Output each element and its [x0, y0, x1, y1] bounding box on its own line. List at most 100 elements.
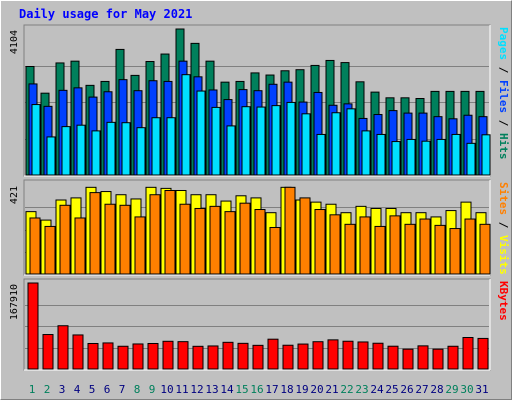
day-label-16: 16	[250, 383, 263, 396]
day-label-8: 8	[134, 383, 141, 396]
day-label-27: 27	[415, 383, 428, 396]
kbytes-ymax-label: 167910	[9, 284, 20, 320]
sites-bar-day-2	[44, 225, 56, 275]
day-label-21: 21	[325, 383, 338, 396]
kbytes-bar-day-9	[147, 342, 159, 370]
pages-bar-day-23	[361, 130, 371, 176]
legend-entry: Visits	[497, 235, 510, 275]
day-label-28: 28	[430, 383, 443, 396]
kbytes-bar-day-10	[162, 340, 174, 370]
kbytes-bar-day-5	[87, 342, 99, 370]
pages-bar-day-30	[466, 142, 476, 176]
pages-bar-day-15	[241, 106, 251, 176]
legend-entry: Pages	[497, 27, 510, 60]
day-label-1: 1	[29, 383, 36, 396]
kbytes-bar-day-8	[132, 343, 144, 370]
day-label-9: 9	[149, 383, 156, 396]
kbytes-bar-day-25	[387, 345, 399, 370]
day-label-13: 13	[205, 383, 218, 396]
sites-bar-day-28	[434, 224, 446, 275]
sites-bar-day-14	[224, 211, 236, 275]
pages-bar-day-9	[151, 117, 161, 176]
sites-bar-day-11	[179, 203, 191, 275]
kbytes-bar-day-16	[252, 344, 264, 370]
day-label-11: 11	[175, 383, 188, 396]
kbytes-bar-day-22	[342, 340, 354, 370]
legend-entry: /	[497, 113, 510, 133]
kbytes-bar-day-28	[432, 348, 444, 370]
kbytes-bar-day-21	[327, 339, 339, 370]
day-label-6: 6	[104, 383, 111, 396]
kbytes-bar-day-18	[282, 344, 294, 370]
day-label-31: 31	[475, 383, 488, 396]
kbytes-bar-day-23	[357, 341, 369, 370]
pages-bar-day-31	[481, 134, 491, 176]
chart-title: Daily usage for May 2021	[19, 7, 193, 21]
legend-entry: KBytes	[497, 281, 510, 321]
kbytes-bar-day-12	[192, 345, 204, 370]
pages-bar-day-8	[136, 127, 146, 176]
pages-bar-day-20	[316, 133, 326, 176]
sites-bar-day-25	[389, 215, 401, 275]
kbytes-bar-day-31	[477, 337, 489, 370]
sites-bar-day-21	[329, 214, 341, 275]
pages-bar-day-13	[211, 106, 221, 176]
pages-bar-day-22	[346, 108, 356, 176]
hits-files-pages-ymax-label: 4104	[9, 30, 20, 54]
sites-bar-day-17	[269, 226, 281, 275]
kbytes-bar-day-14	[222, 341, 234, 370]
day-label-18: 18	[280, 383, 293, 396]
kbytes-bar-day-26	[402, 348, 414, 370]
pages-bar-day-5	[91, 130, 101, 176]
kbytes-bar-day-20	[312, 341, 324, 370]
day-label-30: 30	[460, 383, 473, 396]
legend-entry: Sites	[497, 182, 510, 215]
day-label-29: 29	[445, 383, 458, 396]
day-label-25: 25	[385, 383, 398, 396]
sites-bar-day-13	[209, 205, 221, 275]
kbytes-bar-day-19	[297, 343, 309, 370]
pages-bar-day-6	[106, 121, 116, 176]
kbytes-bar-day-29	[447, 345, 459, 370]
pages-bar-day-1	[31, 104, 41, 176]
pages-bar-day-24	[376, 133, 386, 176]
day-label-4: 4	[74, 383, 81, 396]
kbytes-bar-day-17	[267, 338, 279, 370]
pages-bar-day-26	[406, 138, 416, 176]
sites-bar-day-4	[74, 217, 86, 275]
pages-bar-day-10	[166, 117, 176, 176]
pages-bar-day-29	[451, 133, 461, 176]
kbytes-bar-day-1	[27, 282, 39, 370]
pages-bar-day-25	[391, 141, 401, 176]
legend-entry: /	[497, 60, 510, 80]
hits-files-pages-legend: Pages / Files / Hits	[497, 27, 510, 160]
sites-bar-day-16	[254, 209, 266, 275]
day-label-14: 14	[220, 383, 234, 396]
sites-bar-day-30	[464, 218, 476, 275]
kbytes-bar-day-24	[372, 342, 384, 370]
sites-bar-day-8	[134, 216, 146, 275]
day-label-5: 5	[89, 383, 96, 396]
pages-bar-day-12	[196, 90, 206, 176]
kbytes-bar-day-2	[42, 334, 54, 370]
day-label-10: 10	[160, 383, 173, 396]
kbytes-bar-day-4	[72, 334, 84, 370]
sites-bar-day-10	[164, 189, 176, 275]
pages-bar-day-4	[76, 124, 86, 176]
sites-bar-day-6	[104, 203, 116, 275]
sites-bar-day-20	[314, 209, 326, 275]
sites-bar-day-7	[119, 204, 131, 275]
day-label-24: 24	[370, 383, 384, 396]
day-label-15: 15	[235, 383, 248, 396]
pages-bar-day-18	[286, 101, 296, 176]
kbytes-bar-day-6	[102, 342, 114, 370]
sites-bar-day-24	[374, 225, 386, 275]
pages-bar-day-19	[301, 113, 311, 176]
pages-bar-day-11	[181, 74, 191, 176]
sites-bar-day-26	[404, 223, 416, 275]
day-label-17: 17	[265, 383, 278, 396]
pages-bar-day-2	[46, 136, 56, 176]
day-label-22: 22	[340, 383, 353, 396]
pages-bar-day-28	[436, 138, 446, 176]
